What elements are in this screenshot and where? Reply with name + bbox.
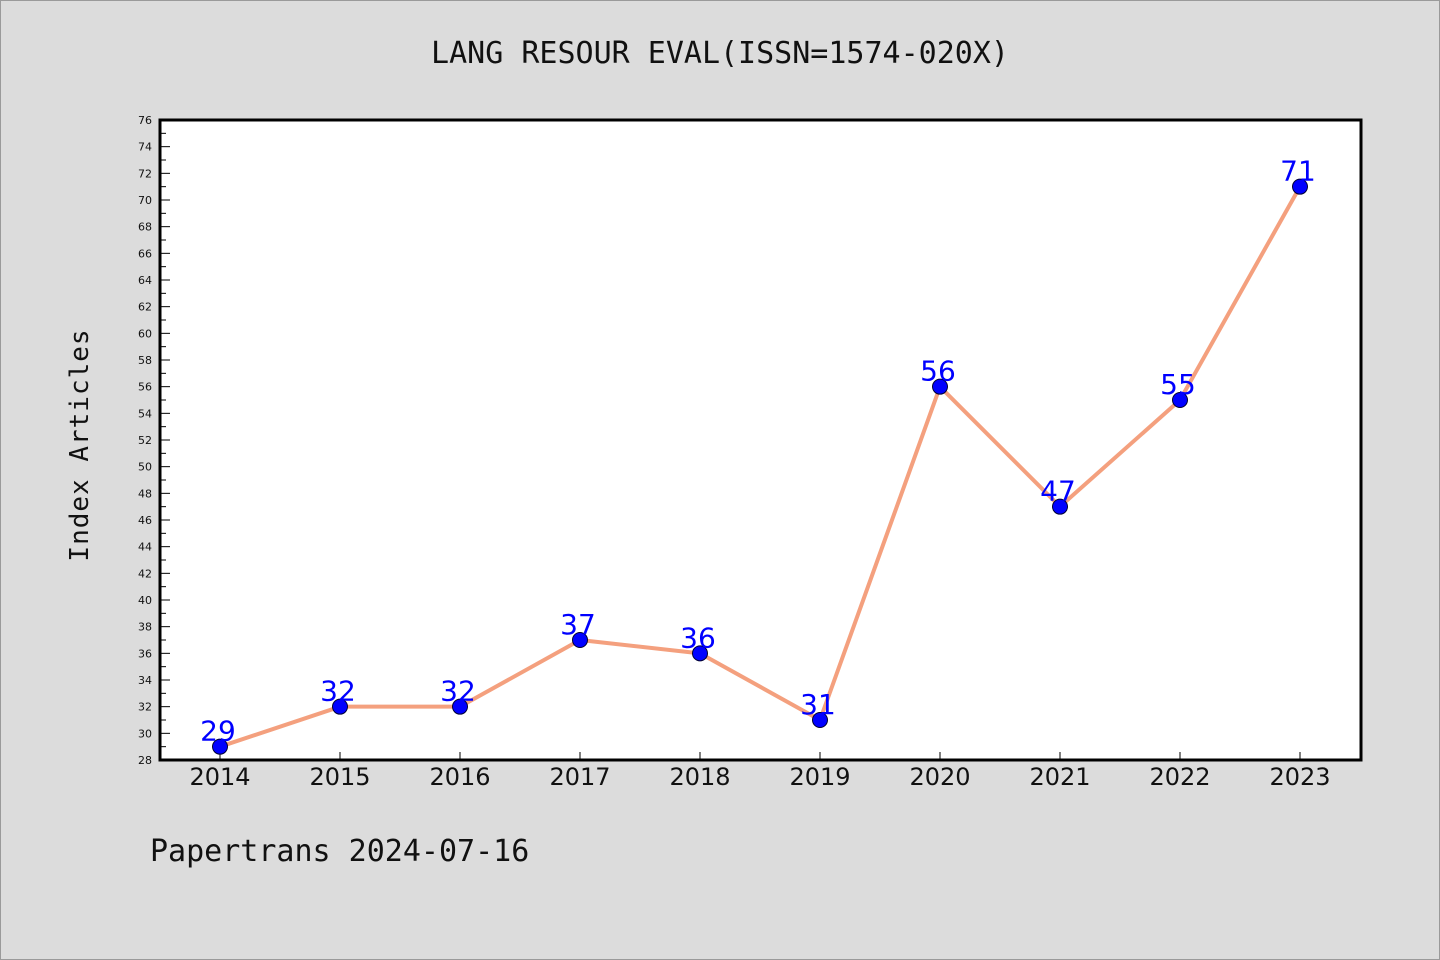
x-tick-label: 2019 bbox=[789, 763, 850, 791]
y-tick-label: 66 bbox=[138, 247, 152, 260]
y-tick-label: 68 bbox=[138, 221, 152, 234]
x-tick-label: 2017 bbox=[549, 763, 610, 791]
data-label-2021: 47 bbox=[1040, 475, 1076, 508]
y-tick-label: 54 bbox=[138, 407, 152, 420]
x-tick-label: 2016 bbox=[429, 763, 490, 791]
x-tick-label: 2015 bbox=[309, 763, 370, 791]
plot-border bbox=[158, 118, 1363, 762]
data-label-2014: 29 bbox=[200, 715, 236, 748]
x-tick-label: 2014 bbox=[189, 763, 250, 791]
x-tick-label: 2018 bbox=[669, 763, 730, 791]
y-tick-label: 44 bbox=[138, 541, 152, 554]
y-tick-label: 52 bbox=[138, 434, 152, 447]
data-label-2022: 55 bbox=[1160, 368, 1196, 401]
data-label-2016: 32 bbox=[440, 675, 476, 708]
y-tick-label: 60 bbox=[138, 327, 152, 340]
y-tick-label: 56 bbox=[138, 381, 152, 394]
y-tick-label: 36 bbox=[138, 647, 152, 660]
y-tick-label: 58 bbox=[138, 354, 152, 367]
data-point-2021 bbox=[1052, 498, 1068, 515]
y-tick-label: 50 bbox=[138, 461, 152, 474]
data-point-2019 bbox=[812, 712, 828, 728]
y-tick-label: 72 bbox=[138, 167, 152, 180]
y-tick-label: 40 bbox=[138, 594, 152, 607]
data-label-2017: 37 bbox=[560, 608, 596, 641]
data-label-2023: 71 bbox=[1280, 155, 1316, 188]
data-point-2022 bbox=[1172, 392, 1188, 408]
x-tick-label: 2022 bbox=[1149, 763, 1210, 791]
data-label-2015: 32 bbox=[320, 675, 356, 708]
y-tick-label: 28 bbox=[138, 754, 152, 767]
y-tick-label: 76 bbox=[138, 114, 152, 127]
data-point-2014 bbox=[212, 738, 228, 755]
chart-title: LANG RESOUR EVAL(ISSN=1574-020X) bbox=[431, 36, 1009, 71]
data-label-2018: 36 bbox=[680, 621, 716, 654]
y-tick-label: 48 bbox=[138, 487, 152, 500]
x-tick-label: 2020 bbox=[909, 763, 970, 791]
y-tick-label: 74 bbox=[138, 141, 152, 154]
plot-area bbox=[160, 120, 1361, 760]
data-point-2018 bbox=[692, 645, 708, 662]
data-point-2016 bbox=[452, 698, 468, 715]
data-point-2020 bbox=[932, 378, 948, 395]
data-point-2023 bbox=[1292, 178, 1308, 195]
y-tick-label: 46 bbox=[138, 514, 152, 527]
data-point-2015 bbox=[332, 698, 348, 715]
x-tick-label: 2023 bbox=[1269, 763, 1330, 791]
data-label-2020: 56 bbox=[920, 355, 956, 388]
data-label-2019: 31 bbox=[800, 688, 836, 721]
series-line bbox=[218, 184, 1302, 749]
y-tick-label: 30 bbox=[138, 727, 152, 740]
y-tick-label: 62 bbox=[138, 301, 152, 314]
y-tick-label: 64 bbox=[138, 274, 152, 287]
y-tick-label: 32 bbox=[138, 701, 152, 714]
y-tick-label: 70 bbox=[138, 194, 152, 207]
y-tick-label: 38 bbox=[138, 621, 152, 634]
footer-credit: Papertrans 2024-07-16 bbox=[150, 834, 530, 869]
y-tick-label: 34 bbox=[138, 674, 152, 687]
x-tick-label: 2021 bbox=[1029, 763, 1090, 791]
data-point-2017 bbox=[572, 632, 588, 648]
y-tick-label: 42 bbox=[138, 567, 152, 580]
